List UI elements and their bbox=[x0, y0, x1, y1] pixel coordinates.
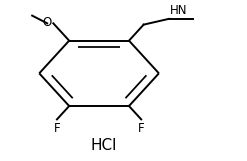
Text: O: O bbox=[43, 16, 52, 29]
Text: HCl: HCl bbox=[91, 138, 117, 153]
Text: HN: HN bbox=[170, 4, 188, 17]
Text: F: F bbox=[54, 122, 60, 135]
Text: F: F bbox=[138, 122, 144, 135]
